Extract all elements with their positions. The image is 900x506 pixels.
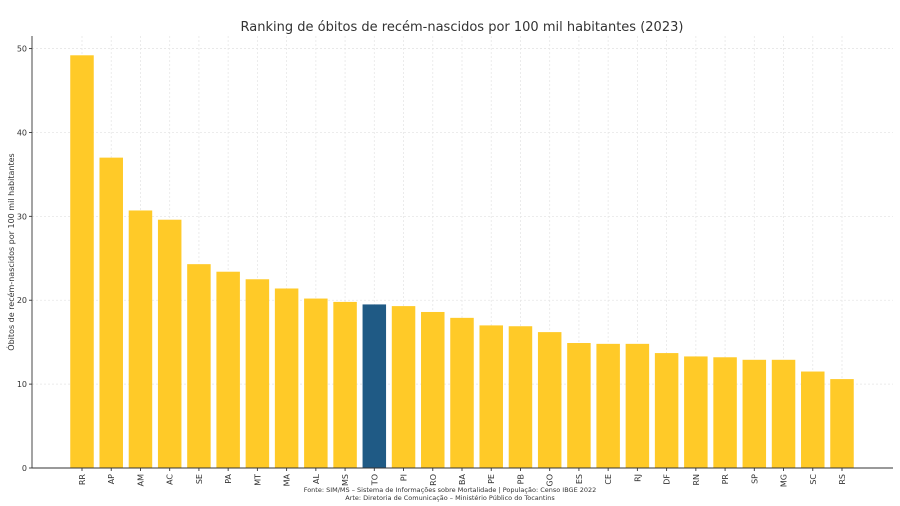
x-tick-labels: RR AP AM AC SE PA MT MA AL MS TO PI RO BA PE PB GO ES CE RJ…	[78, 468, 847, 487]
x-tick-label-rs: RS	[838, 474, 847, 485]
bar-ap	[99, 157, 123, 468]
x-tick-label-ap: AP	[107, 474, 116, 484]
bar-am	[128, 210, 153, 469]
x-tick-label-ma: MA	[283, 473, 292, 486]
bar-rr	[70, 55, 94, 468]
x-tick-label-pa: PA	[224, 473, 233, 483]
bar-df	[654, 353, 679, 468]
y-tick-label-4: 40	[17, 128, 27, 137]
bar-es	[567, 343, 591, 468]
x-tick-label-ac: AC	[166, 474, 175, 485]
x-tick-label-rr: RR	[78, 474, 87, 486]
x-tick-label-df: DF	[663, 474, 672, 485]
bar-al	[304, 298, 328, 468]
axes	[31, 36, 893, 469]
y-tick-label-2: 20	[17, 296, 27, 305]
x-tick-label-pr: PR	[721, 474, 730, 485]
x-tick-label-sp: SP	[750, 474, 759, 484]
bar-pr	[713, 357, 737, 468]
x-tick-label-to: TO	[370, 474, 379, 486]
bar-mg	[771, 359, 796, 468]
bar-mt	[245, 279, 270, 468]
x-tick-label-rj: RJ	[633, 474, 642, 482]
bar-pe	[479, 325, 503, 468]
footer-credit: Arte: Diretoria de Comunicação – Ministé…	[345, 494, 555, 502]
bar-sc	[801, 371, 825, 468]
bar-se	[187, 264, 211, 468]
x-tick-label-pb: PB	[516, 474, 525, 484]
x-tick-label-ce: CE	[604, 474, 613, 485]
bar-sp	[742, 359, 767, 468]
x-tick-label-sc: SC	[809, 474, 818, 485]
bar-rn	[684, 356, 708, 468]
y-tick-label-1: 10	[17, 380, 27, 389]
x-tick-label-rn: RN	[692, 474, 701, 486]
x-tick-label-al: AL	[312, 473, 321, 483]
x-tick-label-es: ES	[575, 474, 584, 484]
x-tick-label-pi: PI	[400, 474, 409, 481]
x-tick-label-mt: MT	[253, 474, 262, 486]
x-tick-label-am: AM	[136, 474, 145, 486]
bar-ms	[333, 301, 357, 468]
x-tick-label-pe: PE	[487, 474, 496, 484]
x-tick-label-se: SE	[195, 474, 204, 484]
bar-pi	[391, 306, 416, 468]
y-tick-label-0: 0	[22, 464, 27, 473]
x-tick-label-ba: BA	[458, 473, 467, 484]
bar-ac	[157, 219, 182, 468]
bar-ma	[274, 288, 299, 468]
bar-ba	[450, 317, 474, 468]
y-axis-label: Óbitos de recém-nascidos por 100 mil hab…	[5, 153, 16, 350]
x-tick-label-go: GO	[546, 474, 555, 487]
bar-go	[537, 332, 562, 468]
bar-pa	[216, 271, 240, 468]
bar-ro	[421, 311, 445, 468]
bars	[70, 55, 854, 469]
y-tick-label-5: 50	[17, 45, 27, 54]
x-tick-label-ms: MS	[341, 474, 350, 486]
bar-rj	[625, 343, 650, 468]
x-tick-label-ro: RO	[429, 474, 438, 486]
footer-source: Fonte: SIM/MS – Sistema de Informações s…	[304, 486, 597, 494]
bar-pb	[508, 326, 533, 468]
y-tick-label-3: 30	[17, 212, 27, 221]
bar-rs	[830, 379, 854, 468]
bar-ce	[596, 343, 620, 468]
y-ticks: 0 10 20 30 40 50	[17, 45, 32, 473]
bar-to	[362, 304, 387, 468]
chart-title: Ranking de óbitos de recém-nascidos por …	[241, 20, 684, 35]
x-tick-label-mg: MG	[780, 474, 789, 487]
